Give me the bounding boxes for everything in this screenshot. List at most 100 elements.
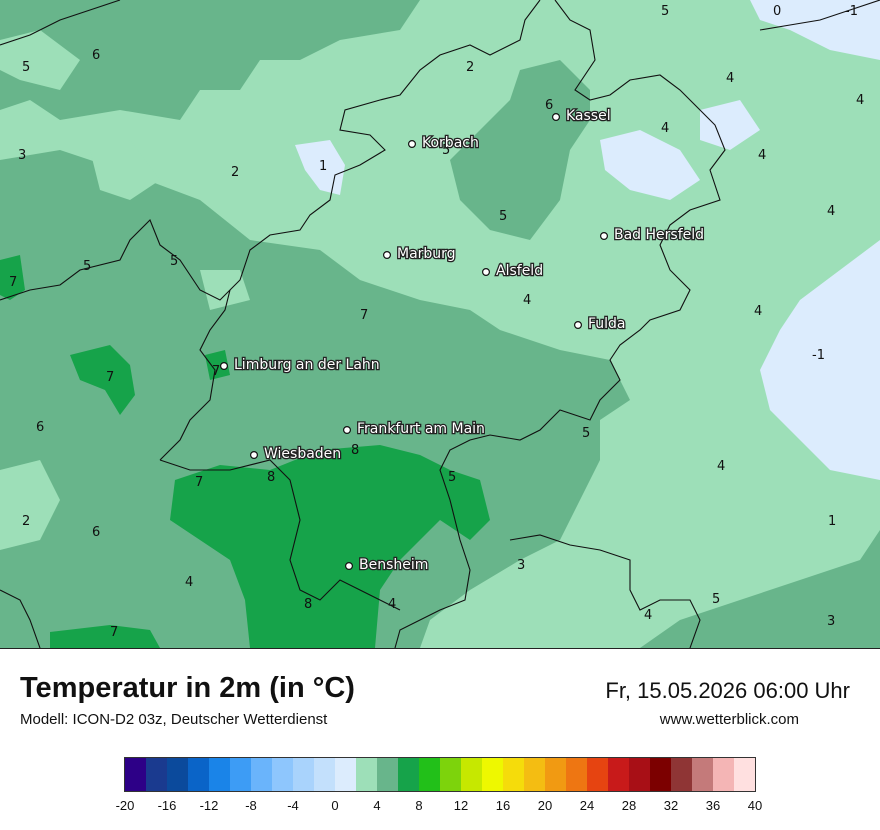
city-label: Bensheim	[359, 557, 428, 573]
legend-swatch	[146, 758, 167, 791]
iso-label: 2	[22, 514, 30, 529]
city-label: Marburg	[397, 246, 456, 262]
iso-label: 2	[231, 165, 239, 180]
forecast-datetime: Fr, 15.05.2026 06:00 Uhr	[605, 678, 850, 703]
city-bad-hersfeld[interactable]: Bad Hersfeld	[599, 226, 705, 244]
legend-swatch	[335, 758, 356, 791]
city-label: Alsfeld	[496, 263, 543, 279]
legend-tick-label: 20	[537, 798, 553, 813]
city-label: Korbach	[422, 135, 479, 151]
city-korbach[interactable]: Korbach	[408, 134, 480, 152]
city-frankfurt-am-main[interactable]: Frankfurt am Main	[343, 420, 486, 438]
iso-label: 8	[351, 443, 359, 458]
iso-label: 6	[92, 525, 100, 540]
map-canvas: 5 0 -1 6 5 2 4 4 6 5 4 3 1 2 4 5 4 5 5 4…	[0, 0, 880, 648]
legend-swatch	[671, 758, 692, 791]
iso-label: 2	[466, 60, 474, 75]
legend-tick-label: 28	[621, 798, 637, 813]
iso-label: 3	[18, 148, 26, 163]
city-fulda[interactable]: Fulda	[573, 315, 627, 333]
iso-label: 5	[712, 592, 720, 607]
iso-label: -1	[812, 348, 825, 363]
legend-swatch	[629, 758, 650, 791]
legend-swatch	[608, 758, 629, 791]
legend-tick-label: -12	[199, 798, 219, 813]
legend-swatch	[209, 758, 230, 791]
borders	[0, 0, 880, 648]
city-alsfeld[interactable]: Alsfeld	[482, 262, 544, 280]
iso-label: 6	[92, 48, 100, 63]
iso-label: 4	[185, 575, 193, 590]
city-wiesbaden[interactable]: Wiesbaden	[250, 445, 342, 463]
iso-label: 7	[106, 370, 114, 385]
iso-label: 4	[523, 293, 531, 308]
city-label: Bad Hersfeld	[614, 227, 704, 243]
iso-label: 7	[110, 625, 118, 640]
iso-label: 8	[267, 470, 275, 485]
iso-label: 4	[726, 71, 734, 86]
legend-ticks: -20 -16 -12 -8 -4 0 4 8 12 16 20 24 28 32 36 40	[116, 798, 763, 818]
iso-label: 5	[22, 60, 30, 75]
legend-swatch	[188, 758, 209, 791]
iso-label: 4	[388, 597, 396, 612]
city-limburg-an-der-lahn[interactable]: Limburg an der Lahn	[220, 356, 381, 374]
legend-swatch	[356, 758, 377, 791]
legend-tick-label: 8	[415, 798, 423, 813]
iso-label: 6	[545, 98, 553, 113]
legend-tick-label: -20	[115, 798, 135, 813]
iso-label: 3	[827, 614, 835, 629]
city-marburg[interactable]: Marburg	[383, 245, 457, 263]
iso-label: 4	[754, 304, 762, 319]
iso-label: 4	[758, 148, 766, 163]
iso-label: 5	[661, 4, 669, 19]
legend-swatch	[230, 758, 251, 791]
legend-swatch	[482, 758, 503, 791]
legend-swatch	[314, 758, 335, 791]
legend-tick-label: 0	[331, 798, 339, 813]
iso-label: 5	[448, 470, 456, 485]
iso-label: 5	[442, 143, 450, 158]
legend-swatch	[503, 758, 524, 791]
iso-label: 7	[360, 308, 368, 323]
city-kassel[interactable]: Kassel	[551, 107, 612, 125]
legend-swatch	[692, 758, 713, 791]
iso-label: 4	[661, 121, 669, 136]
legend-swatch	[293, 758, 314, 791]
city-label: Frankfurt am Main	[357, 421, 485, 437]
city-label: Wiesbaden	[264, 446, 341, 462]
band-0-2	[295, 0, 880, 480]
iso-label: 1	[319, 159, 327, 174]
iso-label: 7	[195, 475, 203, 490]
legend-swatch	[461, 758, 482, 791]
city-bensheim[interactable]: Bensheim	[345, 556, 430, 574]
city-label: Limburg an der Lahn	[234, 357, 380, 373]
temperature-map: 5 0 -1 6 5 2 4 4 6 5 4 3 1 2 4 5 4 5 5 4…	[0, 0, 880, 649]
iso-label: 8	[304, 597, 312, 612]
city-label: Kassel	[566, 108, 611, 124]
iso-label: 4	[856, 93, 864, 108]
legend-tick-label: 32	[663, 798, 679, 813]
iso-label: 4	[416, 247, 424, 262]
band-6-8	[0, 255, 490, 648]
iso-label: 1	[828, 514, 836, 529]
color-legend: -20 -16 -12 -8 -4 0 4 8 12 16 20 24 28 32 36 40	[116, 757, 763, 818]
legend-tick-label: 24	[579, 798, 595, 813]
legend-tick-label: -16	[157, 798, 177, 813]
legend-swatch	[440, 758, 461, 791]
model-subtitle: Modell: ICON-D2 03z, Deutscher Wetterdie…	[20, 711, 328, 728]
iso-label: 4	[827, 204, 835, 219]
legend-color-bar	[124, 757, 756, 792]
legend-swatch	[272, 758, 293, 791]
website-credit[interactable]: www.wetterblick.com	[659, 711, 799, 728]
iso-label: 5	[582, 426, 590, 441]
legend-tick-label: 36	[705, 798, 721, 813]
legend-swatch	[734, 758, 755, 791]
iso-label: 3	[517, 558, 525, 573]
legend-swatch	[587, 758, 608, 791]
iso-label: 7	[9, 275, 17, 290]
isotherm-labels: 5 0 -1 6 5 2 4 4 6 5 4 3 1 2 4 5 4 5 5 4…	[9, 4, 864, 640]
legend-swatch	[167, 758, 188, 791]
legend-tick-label: -8	[245, 798, 257, 813]
legend-tick-label: 4	[373, 798, 381, 813]
iso-label: 7	[212, 364, 220, 379]
